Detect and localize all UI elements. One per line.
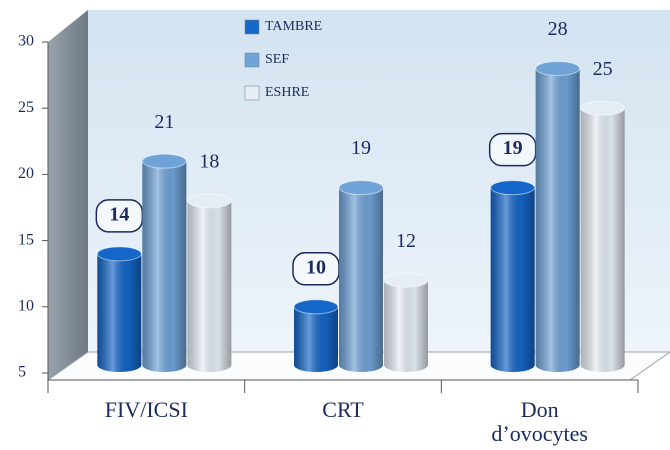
data-label: 10 bbox=[306, 256, 326, 278]
bar-top bbox=[490, 180, 536, 196]
bar-top bbox=[535, 60, 581, 76]
y-tick-label: 5 bbox=[18, 364, 26, 381]
bar-body-shade bbox=[339, 187, 383, 365]
side-wall bbox=[48, 10, 88, 380]
bar-body-shade bbox=[535, 68, 580, 365]
bar-body-shade bbox=[97, 253, 142, 365]
data-label: 12 bbox=[396, 230, 416, 252]
y-tick-label: 20 bbox=[18, 165, 34, 182]
bar bbox=[141, 153, 187, 372]
legend-swatch bbox=[244, 52, 260, 68]
x-tick-label: Don d’ovocytes bbox=[491, 397, 588, 446]
legend-label: TAMBRE bbox=[265, 19, 322, 34]
legend-swatch bbox=[244, 85, 260, 101]
data-label: 18 bbox=[199, 150, 219, 172]
bar-body-shade bbox=[580, 108, 625, 365]
bar-body-shade bbox=[142, 161, 187, 365]
y-tick-label: 10 bbox=[18, 297, 34, 314]
bar-body-shade bbox=[294, 306, 338, 365]
data-label: 28 bbox=[548, 18, 568, 40]
data-label: 21 bbox=[154, 111, 174, 133]
bar bbox=[383, 272, 429, 372]
bar bbox=[535, 60, 581, 372]
bar bbox=[96, 246, 142, 372]
legend-label: ESHRE bbox=[265, 85, 309, 100]
bar bbox=[490, 180, 536, 372]
data-label: 25 bbox=[593, 58, 613, 80]
bar-body-shade bbox=[384, 280, 428, 365]
bar bbox=[293, 299, 339, 372]
bar-top bbox=[383, 272, 429, 288]
bar-top bbox=[96, 246, 142, 262]
bar bbox=[338, 180, 384, 372]
data-label: 14 bbox=[109, 203, 129, 225]
legend-label: SEF bbox=[265, 52, 289, 67]
bar-body-shade bbox=[187, 200, 232, 365]
bar-top bbox=[186, 193, 232, 209]
data-label: 19 bbox=[503, 137, 523, 159]
bar-top bbox=[293, 299, 339, 315]
y-tick-label: 25 bbox=[18, 99, 34, 116]
data-label-box bbox=[488, 132, 537, 167]
bar-body-shade bbox=[490, 187, 535, 365]
legend-swatch bbox=[244, 19, 260, 35]
x-tick-label: FIV/ICSI bbox=[104, 397, 188, 422]
y-tick-label: 15 bbox=[18, 231, 34, 248]
bar bbox=[580, 100, 626, 372]
x-tick-label: CRT bbox=[322, 397, 364, 422]
bar bbox=[186, 193, 232, 372]
y-tick-label: 30 bbox=[18, 33, 34, 50]
bar-top bbox=[580, 100, 626, 116]
bar-top bbox=[338, 180, 384, 196]
bar-top bbox=[141, 153, 187, 169]
data-label: 19 bbox=[351, 137, 371, 159]
